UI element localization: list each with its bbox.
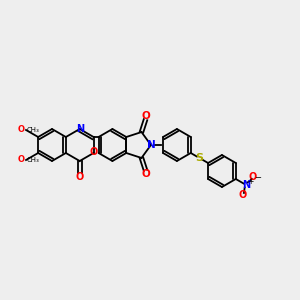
Text: O: O bbox=[18, 155, 25, 164]
Text: O: O bbox=[239, 190, 247, 200]
Text: CH₃: CH₃ bbox=[27, 127, 40, 133]
Text: S: S bbox=[195, 153, 203, 163]
Text: +: + bbox=[247, 176, 253, 185]
Text: O: O bbox=[249, 172, 257, 182]
Text: N: N bbox=[146, 140, 155, 150]
Text: N: N bbox=[76, 124, 84, 134]
Text: CH₃: CH₃ bbox=[27, 157, 40, 163]
Text: O: O bbox=[89, 147, 98, 157]
Text: −: − bbox=[254, 173, 261, 182]
Text: O: O bbox=[76, 172, 84, 182]
Text: O: O bbox=[18, 125, 25, 134]
Text: O: O bbox=[141, 111, 150, 121]
Text: O: O bbox=[141, 169, 150, 179]
Text: N: N bbox=[242, 180, 250, 190]
